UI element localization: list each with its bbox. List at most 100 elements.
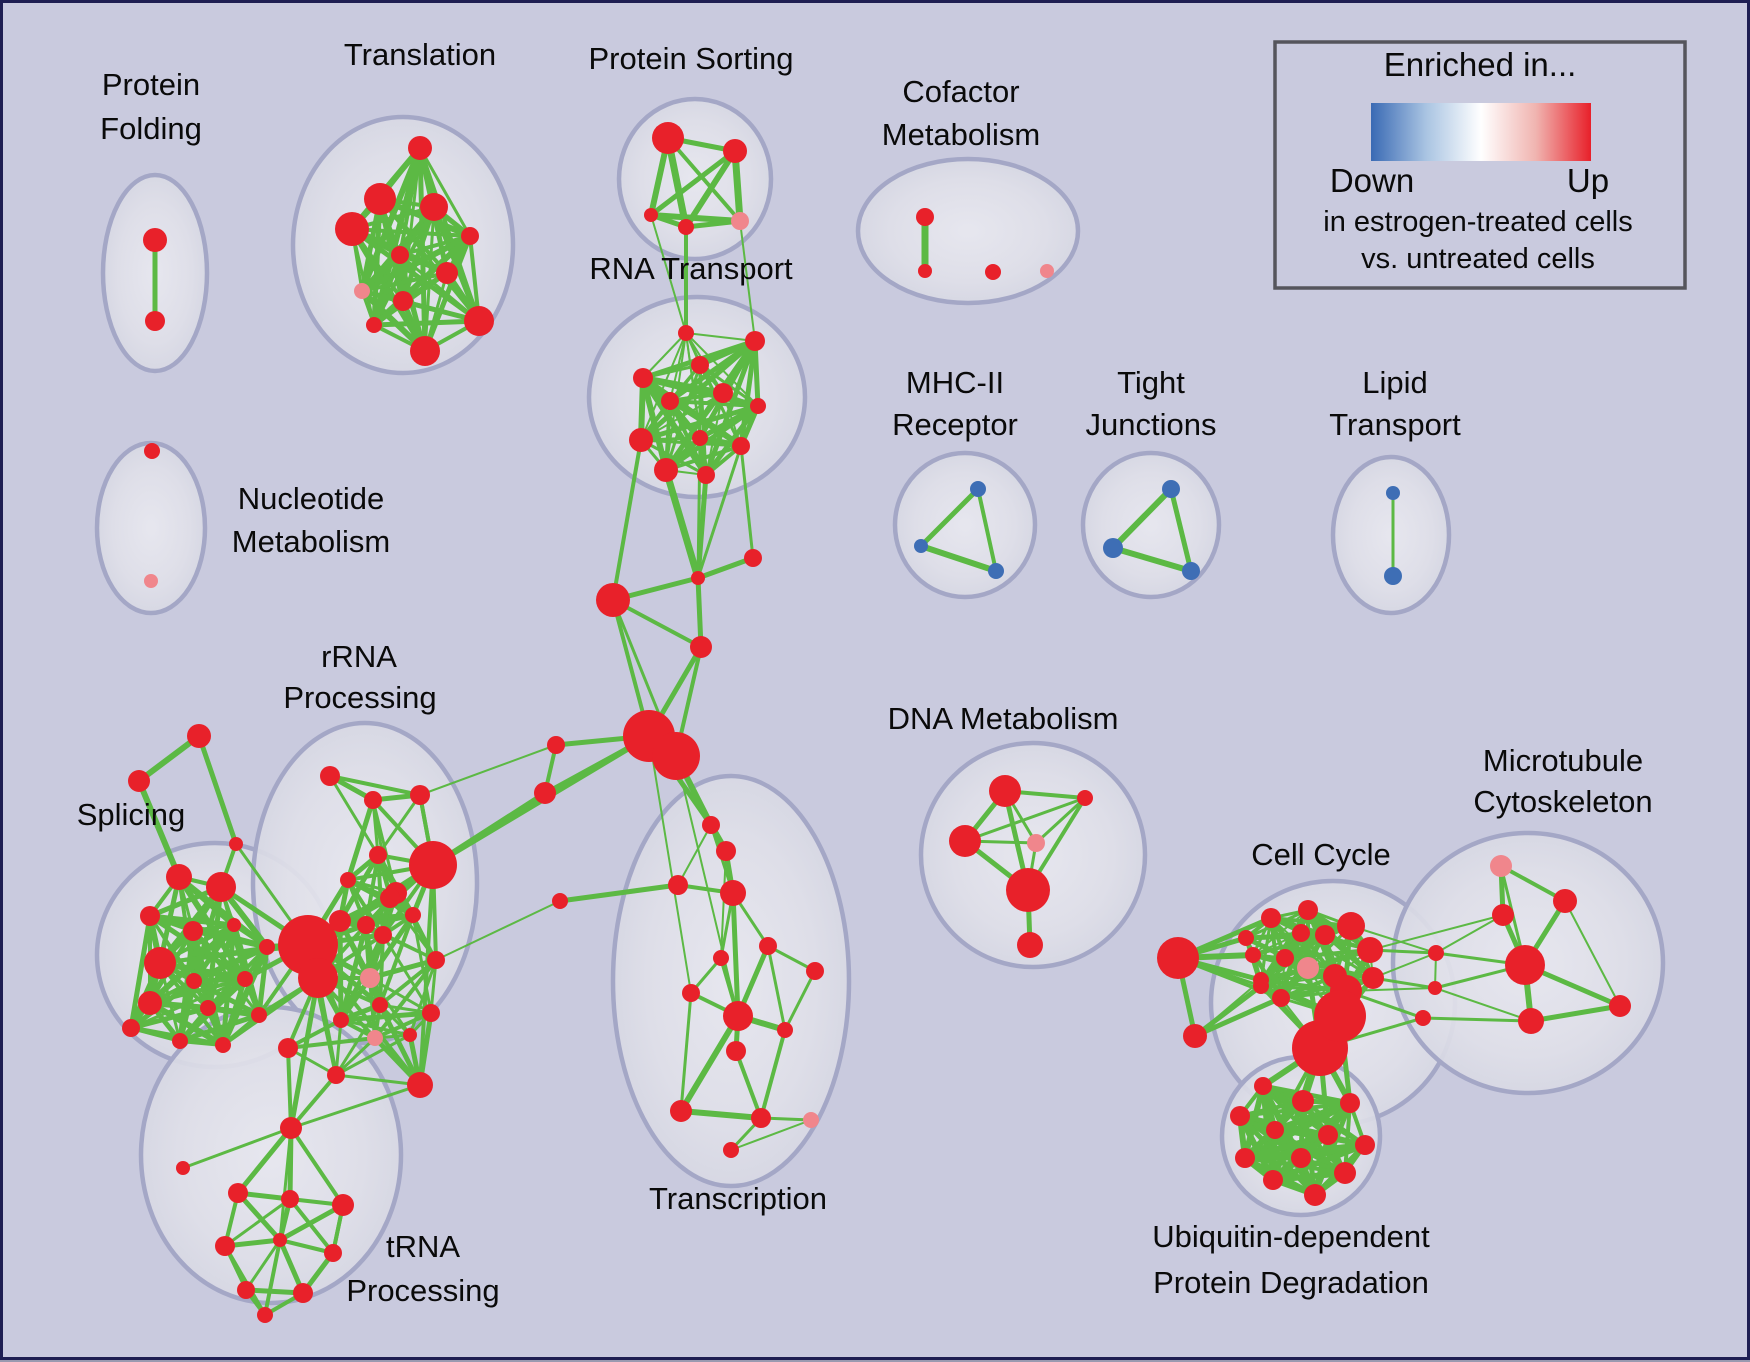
gene-set-node (1103, 538, 1123, 558)
gene-set-node (644, 208, 658, 222)
gene-set-node (410, 785, 430, 805)
gene-set-node (293, 1283, 313, 1303)
gene-set-node (464, 306, 494, 336)
enrichment-overlap-edge (678, 1108, 764, 1121)
enrichment-overlap-edge (1244, 931, 1303, 940)
enrichment-overlap-edge (435, 900, 561, 961)
cluster-label: Receptor (892, 407, 1018, 442)
enrichment-overlap-edge (181, 1126, 293, 1170)
enrichment-overlap-edge (1499, 864, 1567, 903)
gene-set-node (1235, 1148, 1255, 1168)
legend-down-label: Down (1330, 162, 1414, 199)
cluster-label: Lipid (1362, 365, 1428, 400)
enrichment-overlap-edge (1110, 486, 1174, 551)
gene-set-node (1492, 904, 1514, 926)
gene-set-node (172, 1033, 188, 1049)
gene-set-node (144, 947, 176, 979)
enrichment-overlap-edge (918, 486, 981, 549)
enrichment-overlap-edge (1192, 995, 1284, 1039)
enrichment-overlap-edge (683, 218, 743, 230)
gene-set-node (682, 984, 700, 1002)
gene-set-node (988, 563, 1004, 579)
enrichment-overlap-edge (373, 1011, 433, 1040)
enrichment-overlap-edge (367, 957, 439, 981)
gene-set-node (1157, 937, 1199, 979)
enrichment-overlap-edge (963, 796, 1087, 843)
enrichment-overlap-edge (1251, 933, 1327, 957)
gene-set-node (1040, 264, 1054, 278)
gene-set-node (229, 837, 243, 851)
enrichment-overlap-edge (256, 944, 270, 1018)
gene-set-node (410, 336, 440, 366)
gene-set-node (1230, 1106, 1250, 1126)
enrichment-overlap-edge (220, 944, 270, 1048)
gene-set-node (1254, 1077, 1272, 1095)
cluster-label: Cofactor (902, 74, 1019, 109)
enrichment-overlap-edge (1283, 948, 1372, 960)
cluster-label: Protein Degradation (1153, 1265, 1429, 1300)
gene-set-node (670, 1100, 692, 1122)
gene-set-node (989, 775, 1021, 807)
enrichment-overlap-edge (1192, 983, 1264, 1039)
gene-set-node (668, 875, 688, 895)
enrichment-overlap-edge (278, 1238, 335, 1255)
enrichment-overlap-edge (289, 1126, 345, 1207)
cluster-label: Translation (344, 37, 496, 72)
gene-set-node (1297, 957, 1319, 979)
gene-set-node (144, 443, 160, 459)
enrichment-overlap-edge (640, 332, 687, 441)
enrichment-overlap-edge (1369, 914, 1504, 951)
enrichment-overlap-edge (334, 1033, 412, 1077)
enrichment-overlap-edge (1299, 931, 1375, 980)
gene-set-node (391, 246, 409, 264)
gene-set-node (1263, 1170, 1283, 1190)
enrichment-overlap-edge (288, 1197, 335, 1255)
enrichment-overlap-edge (244, 1238, 282, 1292)
enrichment-overlap-edge (1564, 900, 1621, 1007)
gene-set-node (408, 136, 432, 160)
gene-set-node (702, 816, 720, 834)
enrichment-overlap-edge (695, 575, 704, 650)
enrichment-overlap-edge (368, 976, 433, 1015)
enrichment-overlap-edge (191, 884, 224, 984)
gene-set-node (750, 398, 766, 414)
gene-set-node (691, 571, 705, 585)
gene-set-node (1337, 912, 1365, 940)
gene-set-node (206, 872, 236, 902)
enrichment-overlap-edge (918, 543, 999, 574)
enrichment-overlap-edge (289, 1083, 422, 1130)
cluster-label: Ubiquitin-dependent (1152, 1219, 1430, 1254)
gene-set-node (405, 907, 421, 923)
enrichment-overlap-edge (675, 755, 739, 1017)
gene-set-node (652, 122, 684, 154)
gene-set-node (166, 864, 192, 890)
enrichment-overlap-edge (648, 735, 692, 994)
gene-set-node (744, 549, 762, 567)
gene-set-node (380, 888, 400, 908)
gene-set-node (723, 1142, 739, 1158)
legend-up-label: Up (1567, 162, 1609, 199)
gene-set-node (186, 973, 202, 989)
cluster-label: Nucleotide (238, 481, 384, 516)
gene-set-node (547, 736, 565, 754)
gene-set-node (369, 846, 387, 864)
enrichment-overlap-edge (650, 214, 687, 334)
gene-set-node (140, 906, 160, 926)
enrichment-overlap-edge (328, 774, 380, 857)
gene-set-node (332, 1194, 354, 1216)
cluster-label: MHC-II (906, 365, 1004, 400)
enrichment-overlap-edge (664, 444, 743, 472)
enrichment-overlap-edge (148, 977, 247, 1005)
enrichment-overlap-edge (1435, 914, 1504, 954)
enrichment-overlap-edge (360, 271, 449, 293)
network-canvas: Protein Folding Translation Protein Sorting… (77, 37, 1687, 1323)
gene-set-node (629, 428, 653, 452)
gene-set-node (596, 583, 630, 617)
gene-set-node (691, 356, 709, 374)
gene-set-node (745, 331, 765, 351)
gene-set-node (1428, 981, 1442, 995)
gene-set-node (407, 1072, 433, 1098)
gene-set-node (1298, 900, 1318, 920)
gene-set-node (237, 1281, 255, 1299)
